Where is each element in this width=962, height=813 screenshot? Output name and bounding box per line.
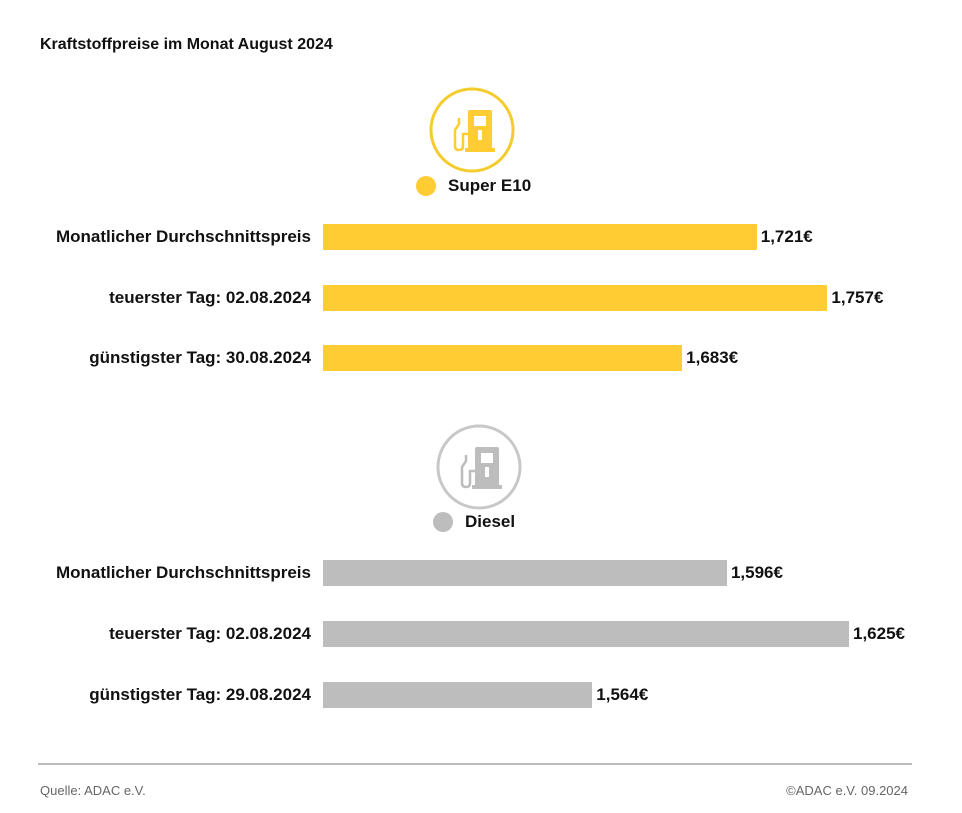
bar [323,560,727,586]
legend-swatch [416,176,436,196]
category-label: günstigster Tag: 29.08.2024 [89,685,311,704]
data-label: 1,596€ [730,563,783,582]
data-label: 1,683€ [686,348,739,367]
category-label: teuerster Tag: 02.08.2024 [109,288,311,307]
fuel-pump-icon [435,423,523,516]
chart-title: Kraftstoffpreise im Monat August 2024 [40,36,333,53]
category-label: Monatlicher Durchschnittspreis [55,227,311,246]
copyright-note: ©ADAC e.V. 09.2024 [786,783,908,798]
data-label: 1,625€ [853,624,905,643]
legend-item: Diesel [433,512,515,532]
legend-label: Super E10 [448,176,532,195]
legend-label: Diesel [465,512,516,531]
data-label: 1,757€ [831,288,884,307]
data-label: 1,564€ [596,685,649,704]
legend-swatch [433,512,453,532]
fuel-pump-icon [428,86,516,179]
bar [323,621,849,647]
source-note: Quelle: ADAC e.V. [40,783,146,798]
bar [323,682,593,708]
bar [323,345,683,371]
bar [323,285,828,311]
data-label: 1,721€ [760,227,813,246]
footer-divider [38,763,912,765]
category-label: teuerster Tag: 02.08.2024 [109,624,311,643]
category-label: Monatlicher Durchschnittspreis [55,563,311,582]
category-label: günstigster Tag: 30.08.2024 [89,348,311,367]
bar [323,224,757,250]
legend-item: Super E10 [416,176,531,196]
